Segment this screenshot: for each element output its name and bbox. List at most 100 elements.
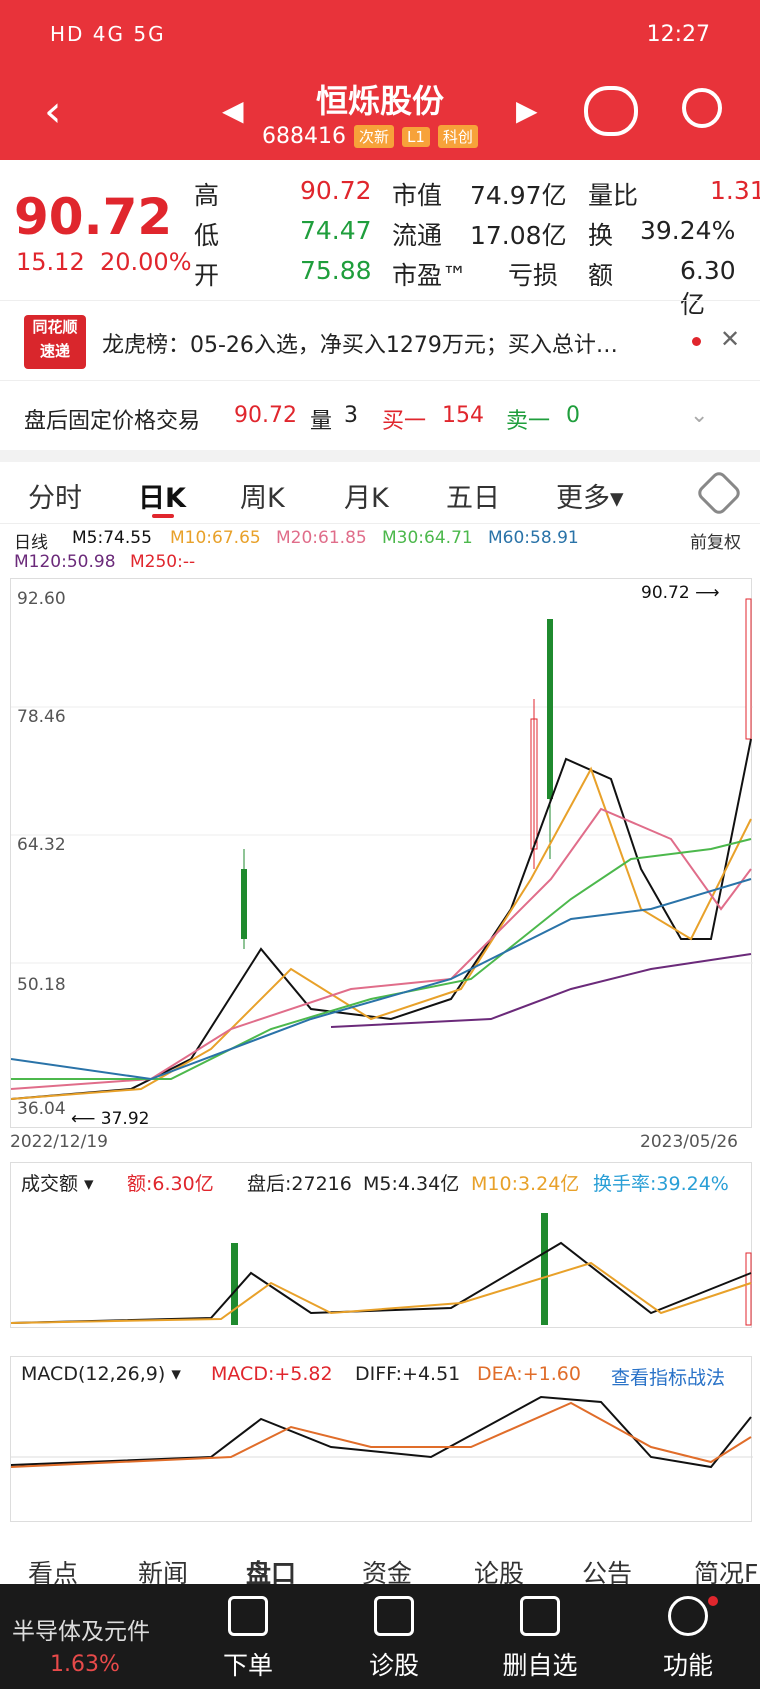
tab-monthly-k[interactable]: 月K (344, 483, 389, 514)
tab-order-book[interactable]: 盘口 (246, 1559, 297, 1584)
float-label: 流通 (392, 221, 443, 250)
y-label-2: 78.46 (17, 707, 66, 727)
chevron-down-icon[interactable]: ⌄ (690, 403, 709, 428)
network-indicators: HD 4G 5G (50, 22, 166, 46)
tab-news[interactable]: 新闻 (138, 1559, 189, 1584)
turn-label: 换 (588, 221, 614, 250)
tab-forum[interactable]: 论股 (474, 1559, 525, 1584)
low-value: 74.47 (300, 216, 372, 245)
divider (0, 450, 760, 462)
bid-value: 154 (442, 403, 484, 428)
ma60-label: M60:58.91 (488, 528, 579, 548)
bid-label: 买一 (382, 409, 427, 434)
tab-more[interactable]: 更多▾ (556, 483, 624, 514)
close-icon[interactable]: ✕ (720, 325, 741, 353)
next-stock-icon[interactable]: ▶ (516, 94, 538, 127)
menu-icon (668, 1596, 708, 1636)
ma20-line (10, 807, 752, 1090)
price-change: 15.12 20.00% (16, 248, 192, 276)
date-end: 2023/05/26 (640, 1132, 738, 1152)
active-tab-indicator (152, 514, 174, 518)
remove-watchlist-button[interactable]: 删自选 (502, 1651, 578, 1680)
notification-dot-icon (708, 1596, 718, 1606)
macd-dea: DEA:+1.60 (477, 1363, 581, 1385)
search-icon[interactable] (682, 88, 722, 128)
high-marker: 90.72 ⟶ (641, 583, 720, 603)
volume-svg (10, 1213, 752, 1326)
ma60-line (10, 878, 752, 1081)
ma120-label: M120:50.98 (14, 552, 116, 572)
tab-funds[interactable]: 资金 (362, 1559, 413, 1584)
ma5-line (10, 738, 752, 1100)
kline-chart[interactable]: 92.60 78.46 64.32 50.18 36.04 90.72 ⟶ ⟵ … (10, 578, 753, 1129)
volume-m5: M5:4.34亿 (363, 1173, 460, 1195)
ma250-label: M250:-- (130, 552, 196, 572)
turn-value: 39.24% (640, 216, 736, 245)
unread-dot-icon (692, 337, 701, 346)
back-icon[interactable]: ‹ (44, 86, 62, 137)
prev-stock-icon[interactable]: ◀ (222, 94, 244, 127)
tab-profile[interactable]: 简况F (694, 1559, 759, 1584)
diagnose-button[interactable]: 诊股 (368, 1651, 419, 1680)
y-label-bottom: 36.04 (17, 1099, 66, 1119)
volume-selector[interactable]: 成交额 ▾ (21, 1173, 94, 1195)
gridlines (11, 706, 753, 964)
pe-label: 市盈™ (392, 261, 468, 290)
macd-selector[interactable]: MACD(12,26,9) ▾ (21, 1363, 181, 1385)
detail-tabs: 看点 新闻 盘口 资金 论股 公告 简况F (0, 1536, 760, 1584)
order-icon (228, 1596, 268, 1636)
robot-assistant-icon[interactable] (584, 86, 638, 136)
sector-name[interactable]: 半导体及元件 (12, 1619, 150, 1645)
volume-m10: M10:3.24亿 (471, 1173, 580, 1195)
status-bar: HD 4G 5G 12:27 (0, 0, 760, 72)
tab-announcements[interactable]: 公告 (582, 1559, 633, 1584)
volume-turnover: 换手率:39.24% (593, 1173, 729, 1195)
low-label: 低 (194, 221, 220, 250)
tab-highlights[interactable]: 看点 (28, 1559, 79, 1584)
clock: 12:27 (646, 22, 710, 47)
tab-weekly-k[interactable]: 周K (240, 483, 285, 514)
macd-panel[interactable]: MACD(12,26,9) ▾ MACD:+5.82 DIFF:+4.51 DE… (10, 1356, 753, 1522)
remove-watchlist-icon (520, 1596, 560, 1636)
after-hours-row[interactable]: 盘后固定价格交易 90.72 量 3 买一 154 卖一 0 ⌄ (0, 380, 760, 450)
float-value: 17.08亿 (470, 221, 567, 250)
tag-board: 科创 (437, 125, 478, 148)
functions-button[interactable]: 功能 (662, 1651, 713, 1680)
mcap-label: 市值 (392, 181, 443, 210)
tab-five-day[interactable]: 五日 (446, 483, 500, 514)
ma10-line (10, 766, 752, 1100)
tab-intraday[interactable]: 分时 (28, 483, 82, 514)
ma30-label: M30:64.71 (382, 528, 473, 548)
ma30-line (11, 838, 752, 1080)
tab-daily-k[interactable]: 日K (138, 483, 186, 514)
low-marker: ⟵ 37.92 (71, 1109, 150, 1129)
date-start: 2022/12/19 (10, 1132, 108, 1152)
after-hours-vol: 3 (344, 403, 358, 428)
stock-code: 688416 (262, 124, 346, 149)
open-label: 开 (194, 261, 220, 290)
volume-amount: 额:6.30亿 (127, 1173, 214, 1195)
volume-panel[interactable]: 成交额 ▾ 额:6.30亿 盘后:27216 M5:4.34亿 M10:3.24… (10, 1162, 752, 1328)
y-label-top: 92.60 (17, 589, 66, 609)
order-button[interactable]: 下单 (222, 1651, 273, 1680)
chart-tabs: 分时 日K 周K 月K 五日 更多▾ (0, 462, 760, 524)
quote-panel: 90.72 15.12 20.00% 高 90.72 低 74.47 开 75.… (0, 160, 760, 319)
adjust-mode[interactable]: 前复权 (690, 533, 741, 553)
sector-change: 1.63% (50, 1652, 120, 1677)
vr-value: 1.31 (710, 176, 760, 205)
banner-text: 龙虎榜：05-26入选，净买入1279万元；买入总计… (102, 333, 618, 358)
ths-logo: 同花顺 速递 (24, 315, 86, 369)
settings-hexagon-icon[interactable] (694, 468, 744, 518)
diagnose-icon (374, 1596, 414, 1636)
kline-svg (10, 598, 753, 1100)
open-value: 75.88 (300, 256, 372, 285)
after-hours-label: 盘后固定价格交易 (24, 409, 201, 434)
ma120-line (330, 953, 752, 1028)
ma5-label: M5:74.55 (72, 528, 152, 548)
after-hours-price: 90.72 (234, 403, 297, 428)
dragon-tiger-banner[interactable]: 同花顺 速递 龙虎榜：05-26入选，净买入1279万元；买入总计… ✕ (0, 300, 760, 380)
high-label: 高 (194, 181, 220, 210)
indicator-strategy-link[interactable]: 查看指标战法 (611, 1367, 726, 1389)
y-label-4: 50.18 (17, 975, 66, 995)
last-price: 90.72 (14, 188, 173, 246)
